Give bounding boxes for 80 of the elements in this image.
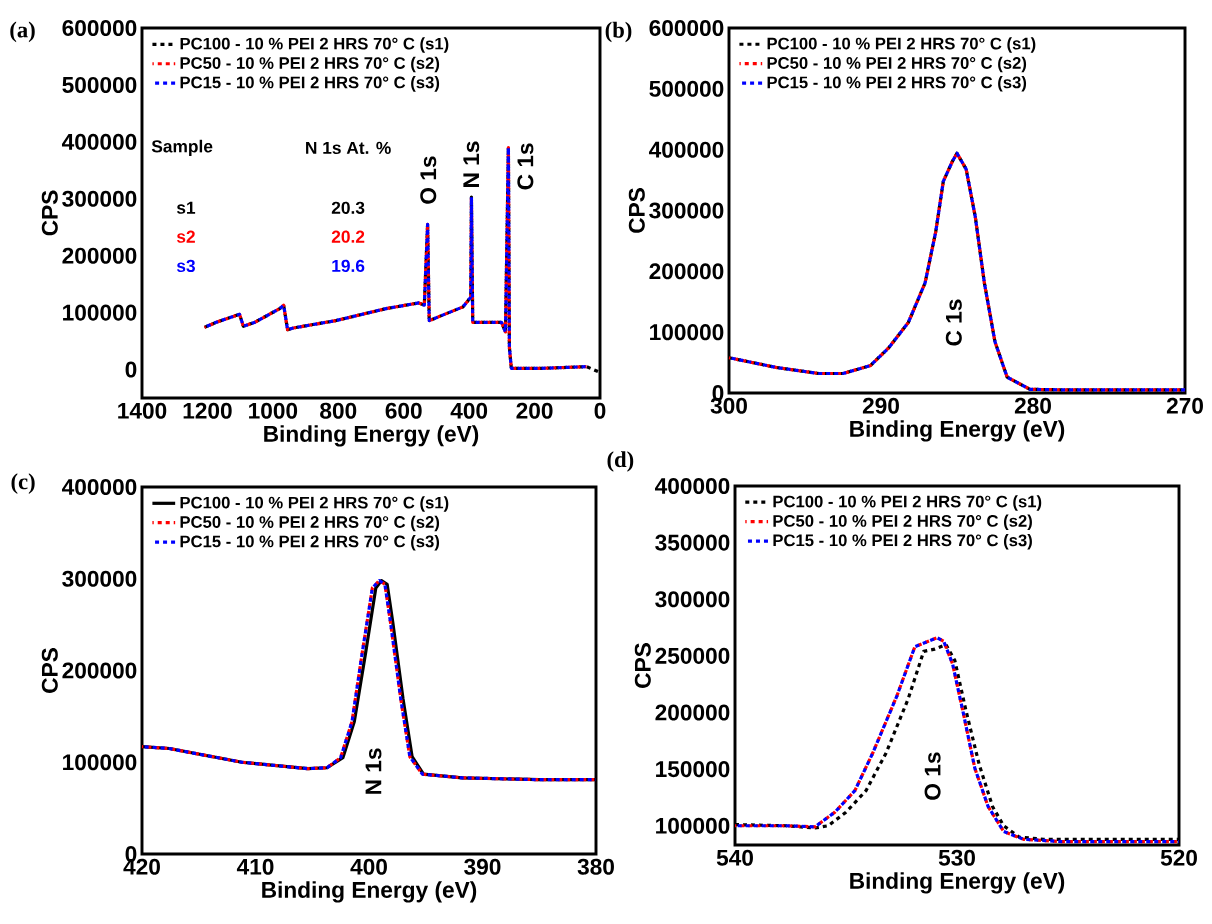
x-axis-title: Binding Energy (eV)	[262, 881, 477, 903]
y-tick-label: 300000	[649, 202, 724, 219]
x-tick-label: 520	[1160, 849, 1197, 866]
y-tick-label: 400000	[61, 478, 137, 496]
chart-title: (c)	[11, 473, 35, 494]
x-tick-label: 1000	[249, 402, 298, 419]
x-tick-label: 200	[516, 402, 553, 419]
x-tick-label: 0	[594, 402, 606, 419]
annotation: s2	[176, 230, 195, 243]
annotation: O 1s	[924, 752, 941, 800]
y-tick-label: 150000	[656, 761, 730, 778]
legend-label: PC100 - 10 % PEI 2 HRS 70° C (s1)	[767, 37, 1036, 53]
annotation: 19.6	[332, 259, 365, 273]
y-axis-title: CPS	[628, 188, 645, 233]
y-tick-label: 200000	[655, 704, 730, 721]
y-axis-title: CPS	[41, 190, 58, 236]
x-tick-label: 800	[320, 402, 357, 419]
x-tick-label: 400	[350, 858, 387, 875]
y-tick-label: 500000	[649, 80, 724, 97]
x-axis-title: Binding Energy (eV)	[850, 872, 1065, 894]
annotation: Sample	[151, 139, 213, 156]
x-tick-label: 380	[577, 858, 614, 875]
annotation: 20.3	[331, 201, 365, 214]
legend-label: PC15 - 10 % PEI 2 HRS 70° C (s3)	[767, 76, 1027, 92]
annotation: O 1s	[420, 156, 437, 204]
x-tick-label: 540	[716, 849, 753, 866]
annotation: 20.2	[331, 230, 365, 243]
x-tick-label: 280	[1014, 397, 1051, 414]
x-tick-label: 410	[236, 858, 274, 875]
x-tick-label: 390	[464, 858, 501, 875]
y-tick-label: 200000	[62, 247, 137, 264]
legend-label: PC100 - 10 % PEI 2 HRS 70° C (s1)	[180, 37, 449, 53]
y-tick-label: 300000	[62, 570, 137, 587]
legend-label: PC50 - 10 % PEI 2 HRS 70° C (s2)	[773, 514, 1032, 531]
annotation: C 1s	[517, 143, 534, 190]
y-tick-label: 600000	[62, 19, 137, 37]
chart-title: (d)	[607, 451, 634, 472]
annotation: C 1s	[945, 299, 962, 346]
y-tick-label: 400000	[654, 477, 730, 495]
y-tick-label: 600000	[649, 19, 724, 37]
legend-label: PC50 - 10 % PEI 2 HRS 70° C (s2)	[180, 56, 440, 73]
y-tick-label: 100000	[650, 324, 724, 341]
x-tick-label: 400	[450, 402, 488, 419]
x-axis-title: Binding Energy (eV)	[850, 420, 1065, 442]
y-tick-label: 350000	[655, 534, 730, 551]
legend-label: PC50 - 10 % PEI 2 HRS 70° C (s2)	[767, 56, 1027, 73]
y-tick-label: 100000	[63, 754, 137, 771]
legend-label: PC15 - 10 % PEI 2 HRS 70° C (s3)	[773, 533, 1032, 550]
y-tick-label: 250000	[655, 647, 730, 664]
annotation: N 1s At. %	[306, 141, 391, 154]
x-tick-label: 270	[1166, 397, 1203, 414]
x-tick-label: 600	[385, 402, 422, 419]
y-tick-label: 200000	[62, 662, 137, 679]
y-tick-label: 400000	[648, 141, 724, 158]
chart-title: (b)	[605, 21, 632, 43]
legend-label: PC100 - 10 % PEI 2 HRS 70° C (s1)	[180, 496, 449, 512]
y-tick-label: 0	[125, 361, 137, 378]
y-tick-label: 100000	[63, 304, 137, 321]
legend-label: PC15 - 10 % PEI 2 HRS 70° C (s3)	[180, 76, 440, 92]
y-axis-title: CPS	[41, 648, 58, 693]
legend-label: PC15 - 10 % PEI 2 HRS 70° C (s3)	[180, 535, 440, 551]
x-tick-label: 290	[862, 397, 899, 414]
x-axis-title: Binding Energy (eV)	[264, 425, 479, 447]
x-tick-label: 1200	[183, 402, 232, 419]
y-tick-label: 200000	[649, 263, 724, 280]
y-tick-label: 300000	[655, 591, 730, 608]
y-tick-label: 100000	[656, 817, 730, 834]
y-tick-label: 500000	[62, 76, 137, 93]
y-tick-label: 400000	[61, 133, 137, 150]
x-tick-label: 1400	[118, 402, 167, 419]
annotation: s1	[176, 201, 196, 214]
legend-label: PC50 - 10 % PEI 2 HRS 70° C (s2)	[180, 515, 440, 532]
y-axis-title: CPS	[634, 643, 651, 688]
x-tick-label: 530	[938, 849, 975, 866]
chart-title: (a)	[10, 21, 35, 43]
annotation: s3	[176, 259, 195, 273]
y-tick-label: 300000	[62, 190, 137, 207]
annotation: N 1s	[365, 748, 382, 794]
annotation: N 1s	[463, 141, 480, 187]
legend-label: PC100 - 10 % PEI 2 HRS 70° C (s1)	[773, 495, 1042, 511]
